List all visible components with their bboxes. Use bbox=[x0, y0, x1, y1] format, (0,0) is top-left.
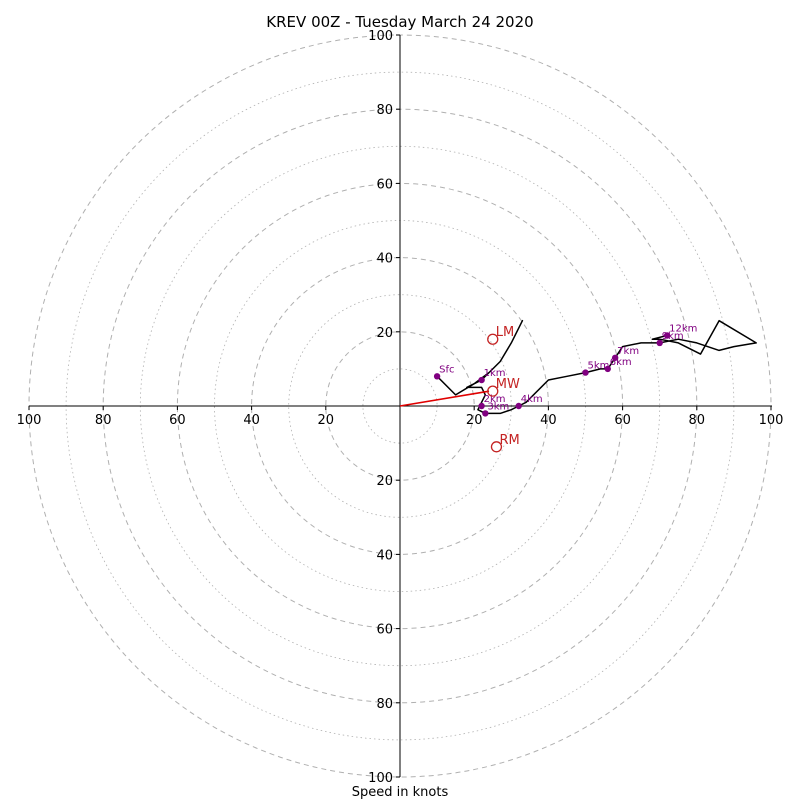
height-marker: 6km bbox=[604, 357, 632, 373]
y-tick: 20 bbox=[376, 474, 400, 489]
height-marker: 4km bbox=[515, 394, 543, 410]
x-tick-label: 80 bbox=[95, 413, 112, 428]
height-marker-dot bbox=[582, 369, 589, 376]
height-marker-dot bbox=[478, 376, 485, 384]
storm-motion-circle bbox=[487, 385, 499, 397]
y-tick-label: 40 bbox=[376, 548, 393, 563]
height-marker: 12km bbox=[663, 324, 697, 339]
storm-motion-lm: LM bbox=[487, 325, 514, 345]
height-marker-dot bbox=[611, 354, 619, 361]
y-tick: 100 bbox=[368, 29, 400, 44]
wind-profile-line bbox=[436, 319, 757, 415]
x-tick: 80 bbox=[689, 406, 706, 428]
x-tick-label: 100 bbox=[759, 413, 784, 428]
height-marker-dot bbox=[433, 373, 441, 380]
height-marker-label: 3km bbox=[487, 401, 509, 412]
storm-motion-circle bbox=[490, 441, 503, 453]
y-tick-label: 100 bbox=[368, 771, 393, 786]
storm-motion-label: RM bbox=[499, 433, 519, 448]
height-marker-dot bbox=[663, 332, 671, 339]
y-tick-label: 60 bbox=[376, 623, 393, 638]
x-tick-labels: 100 80 60 40 20 20 40 60 80 100 bbox=[17, 406, 784, 428]
y-tick-label: 100 bbox=[368, 29, 393, 44]
storm-motion-label: MW bbox=[496, 377, 520, 392]
height-marker-label: Sfc bbox=[439, 364, 454, 375]
height-marker: 1km bbox=[478, 368, 506, 384]
x-tick-label: 20 bbox=[318, 413, 335, 428]
height-marker-label: 1km bbox=[484, 368, 506, 379]
x-tick-label: 80 bbox=[689, 413, 706, 428]
y-tick: 40 bbox=[376, 252, 400, 267]
y-tick: 80 bbox=[376, 697, 400, 712]
height-marker-label: 2km bbox=[484, 394, 506, 405]
y-tick-label: 40 bbox=[376, 252, 393, 267]
height-marker-dot bbox=[604, 365, 611, 373]
y-tick: 100 bbox=[368, 771, 400, 786]
x-tick-label: 40 bbox=[540, 413, 557, 428]
height-marker-label: 6km bbox=[610, 357, 632, 368]
height-marker-dot bbox=[515, 402, 522, 410]
y-tick: 60 bbox=[376, 623, 400, 638]
height-marker: 9km bbox=[656, 331, 684, 347]
x-tick-label: 60 bbox=[169, 413, 186, 428]
x-tick: 40 bbox=[243, 406, 260, 428]
chart-title: KREV 00Z - Tuesday March 24 2020 bbox=[266, 13, 533, 31]
x-tick: 60 bbox=[614, 406, 631, 428]
storm-motion-label: LM bbox=[496, 325, 514, 340]
x-tick-label: 60 bbox=[614, 413, 631, 428]
x-tick: 20 bbox=[466, 406, 483, 428]
height-marker-label: 4km bbox=[521, 394, 543, 405]
x-tick: 100 bbox=[17, 406, 42, 428]
height-marker-dot bbox=[478, 402, 485, 410]
height-marker: Sfc bbox=[433, 364, 454, 380]
y-tick: 80 bbox=[376, 103, 400, 118]
shear-vector bbox=[399, 390, 490, 407]
x-tick-label: 20 bbox=[466, 413, 483, 428]
y-tick-label: 80 bbox=[376, 697, 393, 712]
y-tick: 60 bbox=[376, 177, 400, 192]
y-tick-label: 80 bbox=[376, 103, 393, 118]
x-tick: 80 bbox=[95, 406, 112, 428]
storm-motion-mw: MW bbox=[487, 377, 520, 397]
height-marker: 7km bbox=[611, 346, 639, 361]
storm-motion-circle bbox=[487, 333, 499, 345]
y-tick-label: 20 bbox=[376, 474, 393, 489]
height-marker: 5km bbox=[582, 361, 609, 376]
x-tick: 40 bbox=[540, 406, 557, 428]
x-tick: 60 bbox=[169, 406, 186, 428]
height-marker-label: 12km bbox=[669, 324, 697, 335]
height-marker-label: 7km bbox=[617, 346, 639, 357]
height-marker-label: 9km bbox=[662, 331, 684, 342]
y-tick: 40 bbox=[376, 548, 400, 563]
y-tick-label: 20 bbox=[376, 326, 393, 341]
height-marker-dot bbox=[482, 410, 489, 417]
height-marker: 2km bbox=[478, 394, 506, 410]
height-marker-label: 5km bbox=[588, 361, 610, 372]
storm-motion-rm: RM bbox=[490, 433, 520, 453]
x-tick: 20 bbox=[318, 406, 335, 428]
wind-profile bbox=[399, 319, 757, 415]
x-tick: 100 bbox=[759, 406, 784, 428]
x-axis-label: Speed in knots bbox=[352, 785, 449, 800]
height-marker: 3km bbox=[482, 401, 509, 417]
y-tick: 20 bbox=[376, 326, 400, 341]
y-tick-labels: 100 80 60 40 20 20 40 60 80 100 bbox=[368, 29, 400, 786]
x-tick-label: 100 bbox=[17, 413, 42, 428]
x-tick-label: 40 bbox=[243, 413, 260, 428]
height-marker-dot bbox=[656, 339, 663, 347]
storm-motion-markers: LM MW RM bbox=[487, 325, 520, 453]
y-tick-label: 60 bbox=[376, 177, 393, 192]
